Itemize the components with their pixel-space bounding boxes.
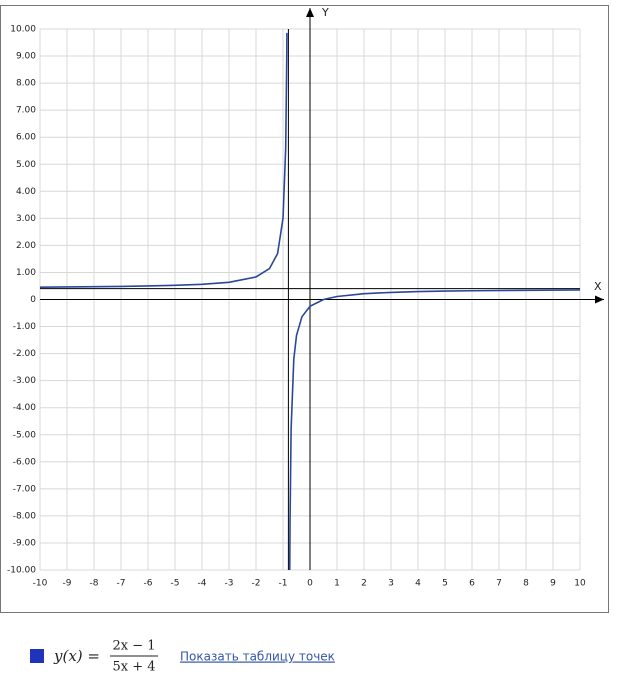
- plot: [40, 32, 580, 570]
- x-tick-label: 10: [574, 579, 586, 589]
- x-axis-arrow: [595, 295, 604, 304]
- legend-swatch: [30, 649, 44, 663]
- x-tick-label: -9: [63, 579, 72, 589]
- y-tick-label: -2.00: [13, 349, 37, 359]
- x-tick-label: 4: [415, 579, 421, 589]
- y-tick-label: -4.00: [13, 403, 37, 413]
- y-axis-arrow: [306, 8, 314, 17]
- y-tick-label: 3.00: [16, 214, 36, 224]
- y-tick-label: -7.00: [13, 484, 37, 494]
- y-tick-label: 8.00: [16, 79, 36, 89]
- x-tick-label: -5: [171, 579, 180, 589]
- x-tick-label: -4: [198, 579, 207, 589]
- x-tick-label: 9: [550, 579, 556, 589]
- points-table-link[interactable]: Показать таблицу точек: [180, 650, 335, 664]
- y-tick-label: -5.00: [13, 430, 37, 440]
- y-tick-label: -1.00: [13, 322, 37, 332]
- legend-denominator: 5x + 4: [112, 660, 155, 675]
- x-tick-label: 8: [523, 579, 529, 589]
- x-tick-label: -3: [225, 579, 234, 589]
- y-tick-label: 5.00: [16, 160, 36, 170]
- y-tick-label: 6.00: [16, 133, 36, 143]
- y-tick-label: 1.00: [16, 268, 36, 278]
- x-tick-label: -6: [144, 579, 153, 589]
- legend-numerator: 2x − 1: [112, 639, 155, 654]
- y-tick-label: 7.00: [16, 106, 36, 116]
- frame: [0, 5, 609, 613]
- y-tick-label: -6.00: [13, 457, 37, 467]
- x-tick-label: -1: [279, 579, 288, 589]
- x-tick-label: 6: [469, 579, 475, 589]
- y-tick-label: -3.00: [13, 376, 37, 386]
- y-tick-label: 4.00: [16, 187, 36, 197]
- x-tick-label: -2: [252, 579, 261, 589]
- x-tick-label: -8: [90, 579, 99, 589]
- y-tick-label: -8.00: [13, 511, 37, 521]
- x-tick-label: 2: [361, 579, 367, 589]
- legend-label: y(x) =: [53, 647, 100, 665]
- x-tick-label: 5: [442, 579, 448, 589]
- x-tick-label: -7: [117, 579, 126, 589]
- y-tick-label: 0: [30, 295, 36, 305]
- y-tick-label: 2.00: [16, 241, 36, 251]
- x-tick-label: 1: [334, 579, 340, 589]
- x-tick-label: 3: [388, 579, 394, 589]
- y-tick-label: -9.00: [13, 538, 37, 548]
- x-axis-label: X: [594, 280, 602, 293]
- curve: [40, 32, 580, 570]
- tick-labels: -10 -9 -8 -7 -6 -5 -4 -3 -2 -1 0 1 2 3 4 5 6 7 8 9 1010.009.…: [7, 25, 586, 589]
- y-tick-label: -10.00: [7, 566, 36, 576]
- y-tick-label: 10.00: [10, 25, 36, 35]
- x-tick-label: 7: [496, 579, 502, 589]
- y-tick-label: 9.00: [16, 52, 36, 62]
- x-tick-label: -10: [33, 579, 48, 589]
- y-axis-label: Y: [321, 6, 329, 19]
- x-tick-label: 0: [307, 579, 313, 589]
